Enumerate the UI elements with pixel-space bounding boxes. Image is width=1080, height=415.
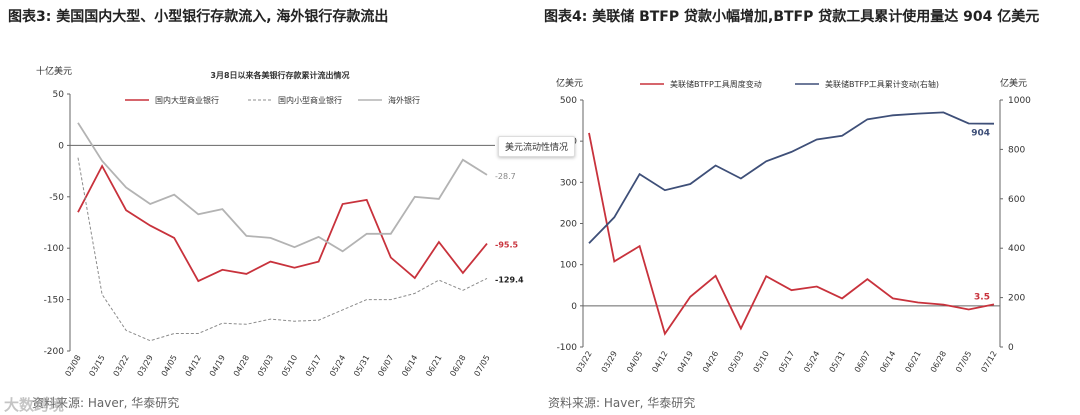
x-tick-label: 03/22 [112,354,131,378]
y-axis-unit: 十亿美元 [36,65,72,77]
y-tick-label: -100 [44,244,65,254]
y-tick-label: 50 [53,90,65,100]
x-tick-label: 04/19 [208,354,227,378]
chart-title: 3月8日以来各美银行存款累计流出情况 [210,70,349,80]
right-figure: 图表4: 美联储 BTFP 贷款小幅增加,BTFP 贷款工具累计使用量达 904… [540,0,1080,415]
series-end-label: 904 [971,129,990,139]
y-tick-label: -200 [44,347,65,357]
series-line [77,164,488,283]
x-tick-label: 04/26 [701,350,720,374]
x-tick-label: 06/07 [376,354,395,378]
series-line [588,111,995,244]
series-end-label: -28.7 [495,172,516,181]
left-y-tick-label: 200 [560,220,577,230]
series-end-label: 3.5 [974,292,990,302]
legend-label: 美联储BTFP工具累计变动(右轴) [825,79,939,89]
annotation-box: 美元流动性情况 [498,136,576,157]
x-tick-label: 05/17 [304,354,323,378]
right-chart: 亿美元亿美元5004003002001000-10010008006004002… [556,77,1031,374]
left-figure-title: 图表3: 美国国内大型、小型银行存款流入, 海外银行存款流出 [8,9,389,25]
left-y-tick-label: 500 [560,96,577,106]
x-tick-label: 04/12 [184,354,203,378]
watermark-logo: 大数跨境 [4,396,65,414]
right-y-tick-label: 0 [1008,343,1014,353]
x-tick-label: 04/05 [625,350,644,374]
x-tick-label: 07/05 [954,350,973,374]
x-tick-label: 07/05 [472,354,491,378]
x-tick-label: 06/28 [448,354,467,378]
left-figure: 图表3: 美国国内大型、小型银行存款流入, 海外银行存款流出 十亿美元 3月8日以… [0,0,524,415]
right-figure-title: 图表4: 美联储 BTFP 贷款小幅增加,BTFP 贷款工具累计使用量达 904… [544,9,1040,25]
left-chart: 十亿美元 3月8日以来各美银行存款累计流出情况 50 0 -50 -100 -150 -200… [36,65,524,378]
series-line [77,122,488,253]
right-y-tick-label: 800 [1008,145,1025,155]
left-axis-unit: 亿美元 [556,77,583,89]
x-tick-label: 05/03 [726,350,745,374]
left-y-tick-label: 0 [571,302,577,312]
legend-label: 美联储BTFP工具周度变动 [670,79,762,89]
right-axis-unit: 亿美元 [1000,77,1027,89]
x-tick-label: 06/14 [878,350,897,374]
y-tick-label: -50 [49,193,64,203]
x-tick-label: 05/31 [352,354,371,378]
legend-label: 海外银行 [388,95,420,105]
legend-label: 国内大型商业银行 [155,95,219,105]
left-y-tick-label: 100 [560,261,577,271]
x-tick-label: 05/10 [752,350,771,374]
x-tick-label: 03/29 [600,350,619,374]
x-tick-label: 04/19 [676,350,695,374]
left-source: 资料来源: Haver, 华泰研究 [32,396,180,410]
left-y-tick-label: 300 [560,178,577,188]
series-line [588,132,995,336]
legend-label: 国内小型商业银行 [278,95,342,105]
y-tick-label: -150 [44,296,65,306]
x-tick-label: 06/28 [929,350,948,374]
x-tick-label: 03/15 [87,354,106,378]
x-tick-label: 07/12 [979,350,998,374]
series-end-label: -95.5 [495,241,518,250]
x-tick-label: 06/21 [424,354,443,378]
x-tick-label: 05/10 [280,354,299,378]
x-tick-label: 06/14 [400,354,419,378]
x-tick-label: 05/24 [802,350,821,374]
x-tick-label: 04/05 [160,354,179,378]
x-tick-label: 06/07 [853,350,872,374]
x-tick-label: 03/08 [63,354,82,378]
series-end-label: -129.4 [495,275,524,284]
series-line [77,157,488,342]
x-tick-label: 05/24 [328,354,347,378]
right-y-tick-label: 400 [1008,244,1025,254]
x-tick-label: 05/31 [828,350,847,374]
x-tick-label: 04/28 [232,354,251,378]
right-y-tick-label: 600 [1008,195,1025,205]
x-tick-label: 05/17 [777,350,796,374]
x-tick-label: 06/21 [903,350,922,374]
y-tick-label: 0 [58,141,64,151]
x-tick-label: 03/22 [574,350,593,374]
left-y-tick-label: -100 [557,343,578,353]
x-tick-label: 03/29 [136,354,155,378]
right-source: 资料来源: Haver, 华泰研究 [548,396,696,410]
x-tick-label: 05/03 [256,354,275,378]
right-y-tick-label: 1000 [1008,96,1031,106]
x-tick-label: 04/12 [650,350,669,374]
right-y-tick-label: 200 [1008,294,1025,304]
